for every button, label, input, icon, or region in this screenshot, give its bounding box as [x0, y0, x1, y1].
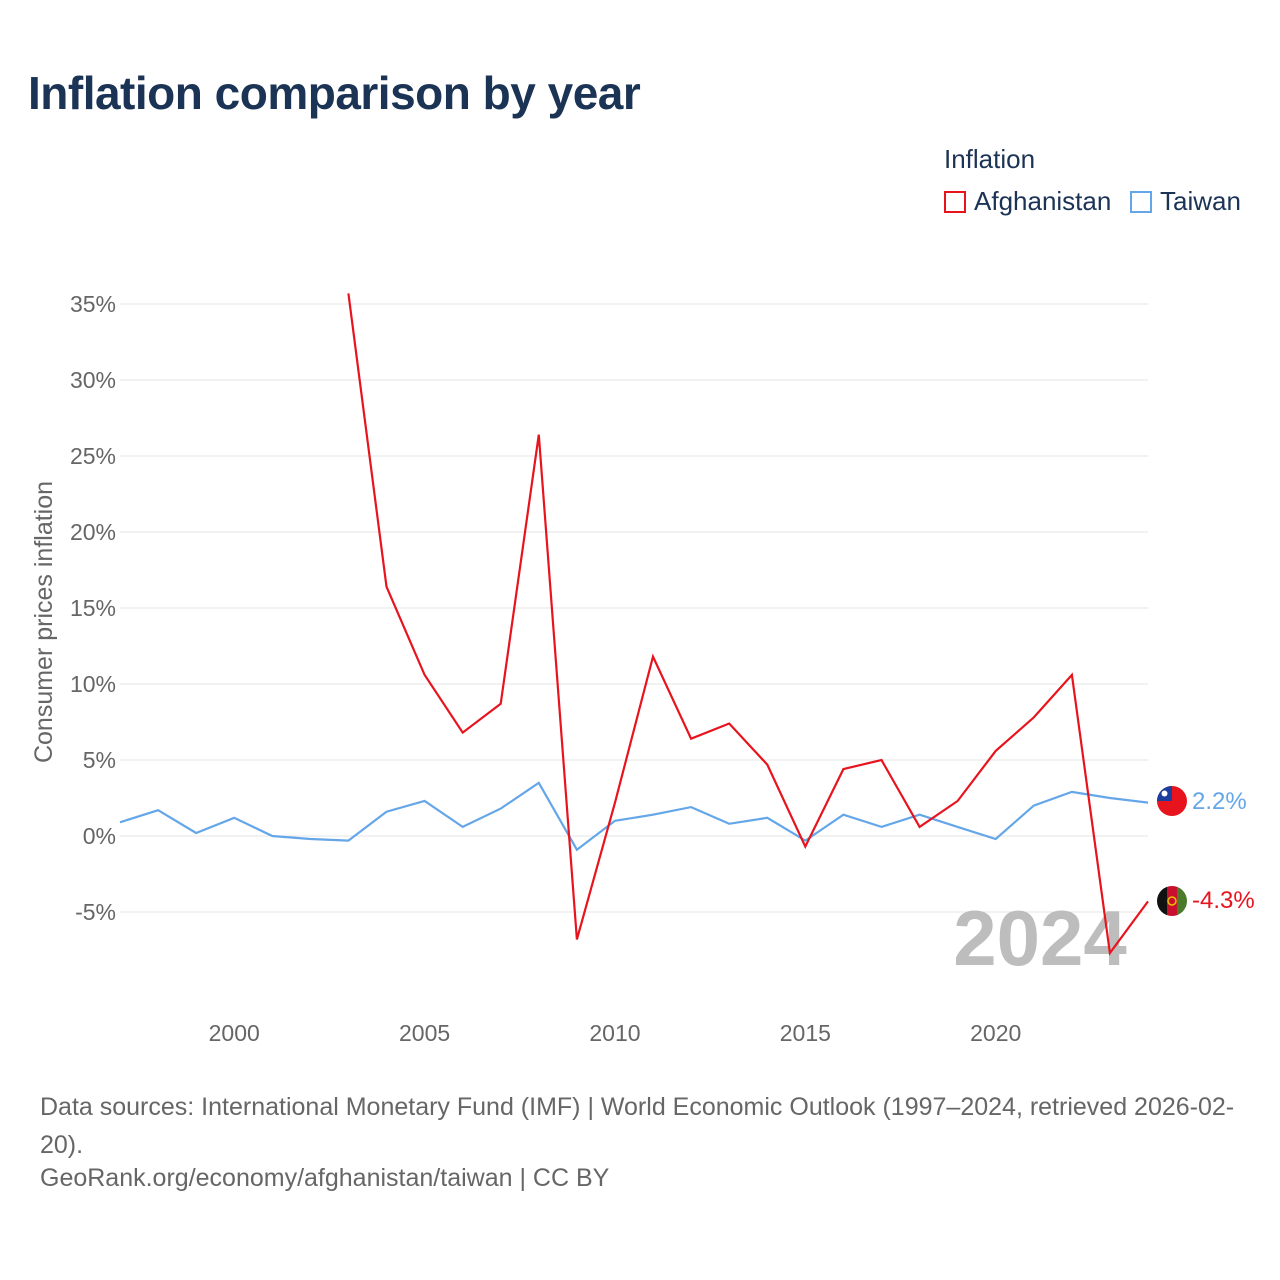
x-tick-label: 2005: [399, 1020, 450, 1046]
y-tick-label: 20%: [70, 519, 116, 545]
chart-title: Inflation comparison by year: [28, 67, 641, 119]
y-tick-label: -5%: [75, 899, 116, 925]
legend-swatch-afghanistan: [944, 190, 966, 213]
y-tick-label: 10%: [70, 671, 116, 697]
y-tick-label: 5%: [83, 747, 116, 773]
afghanistan-end-value: -4.3%: [1192, 887, 1255, 914]
y-tick-label: 35%: [70, 291, 116, 317]
taiwan-end-value: 2.2%: [1192, 788, 1247, 815]
series-line-taiwan[interactable]: [119, 781, 1149, 852]
legend-label-afghanistan: Afghanistan: [974, 186, 1112, 216]
y-tick-label: 0%: [83, 823, 116, 849]
y-tick-label: 25%: [70, 443, 116, 469]
afghanistan-flag-icon: [1157, 886, 1187, 916]
y-axis-label: Consumer prices inflation: [30, 481, 58, 763]
series-line-afghanistan[interactable]: [347, 293, 1149, 956]
y-tick-label: 30%: [70, 367, 116, 393]
y-tick-label: 15%: [70, 595, 116, 621]
credit-link[interactable]: GeoRank.org/economy/afghanistan/taiwan |…: [40, 1164, 610, 1192]
legend-swatch-taiwan: [1130, 190, 1152, 213]
x-tick-label: 2010: [589, 1020, 640, 1046]
data-source-note: Data sources: International Monetary Fun…: [40, 1093, 1235, 1159]
line-chart: 35% 30% 25% 20% 15% 10% 5% 0% -5% 2000 2005 2010 20…: [30, 291, 1255, 1046]
legend-item-taiwan[interactable]: Taiwan: [1130, 186, 1241, 217]
legend-label-taiwan: Taiwan: [1160, 186, 1241, 216]
legend-title: Inflation: [944, 144, 1036, 174]
x-tick-label: 2015: [780, 1020, 831, 1046]
legend-item-afghanistan[interactable]: Afghanistan: [944, 186, 1111, 217]
taiwan-flag-icon: [1157, 786, 1187, 816]
x-tick-label: 2020: [970, 1020, 1021, 1046]
x-tick-label: 2000: [209, 1020, 260, 1046]
year-watermark: 2024: [953, 894, 1127, 982]
